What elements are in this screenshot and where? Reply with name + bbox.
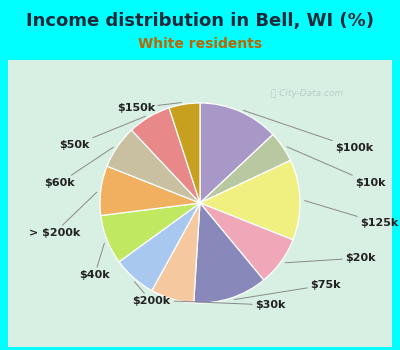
Wedge shape bbox=[152, 203, 200, 303]
Wedge shape bbox=[200, 103, 273, 203]
Text: $50k: $50k bbox=[60, 116, 146, 150]
Wedge shape bbox=[194, 203, 264, 303]
Wedge shape bbox=[100, 166, 200, 216]
Text: $150k: $150k bbox=[117, 103, 181, 113]
Wedge shape bbox=[119, 203, 200, 290]
Text: $20k: $20k bbox=[285, 253, 376, 263]
Text: $60k: $60k bbox=[44, 147, 113, 188]
Wedge shape bbox=[169, 103, 200, 203]
Text: $30k: $30k bbox=[174, 300, 285, 310]
Text: $100k: $100k bbox=[243, 110, 373, 153]
Wedge shape bbox=[200, 160, 300, 240]
Text: ⓘ City-Data.com: ⓘ City-Data.com bbox=[271, 90, 344, 98]
Wedge shape bbox=[200, 134, 290, 203]
Text: $40k: $40k bbox=[79, 243, 110, 280]
Text: White residents: White residents bbox=[138, 37, 262, 51]
Text: $125k: $125k bbox=[305, 201, 398, 228]
Wedge shape bbox=[107, 130, 200, 203]
Text: $75k: $75k bbox=[234, 280, 340, 300]
Wedge shape bbox=[200, 203, 293, 280]
Text: Income distribution in Bell, WI (%): Income distribution in Bell, WI (%) bbox=[26, 12, 374, 30]
Text: $10k: $10k bbox=[287, 147, 386, 188]
Text: $200k: $200k bbox=[132, 282, 170, 306]
Wedge shape bbox=[132, 108, 200, 203]
Wedge shape bbox=[101, 203, 200, 262]
Text: > $200k: > $200k bbox=[29, 192, 97, 238]
